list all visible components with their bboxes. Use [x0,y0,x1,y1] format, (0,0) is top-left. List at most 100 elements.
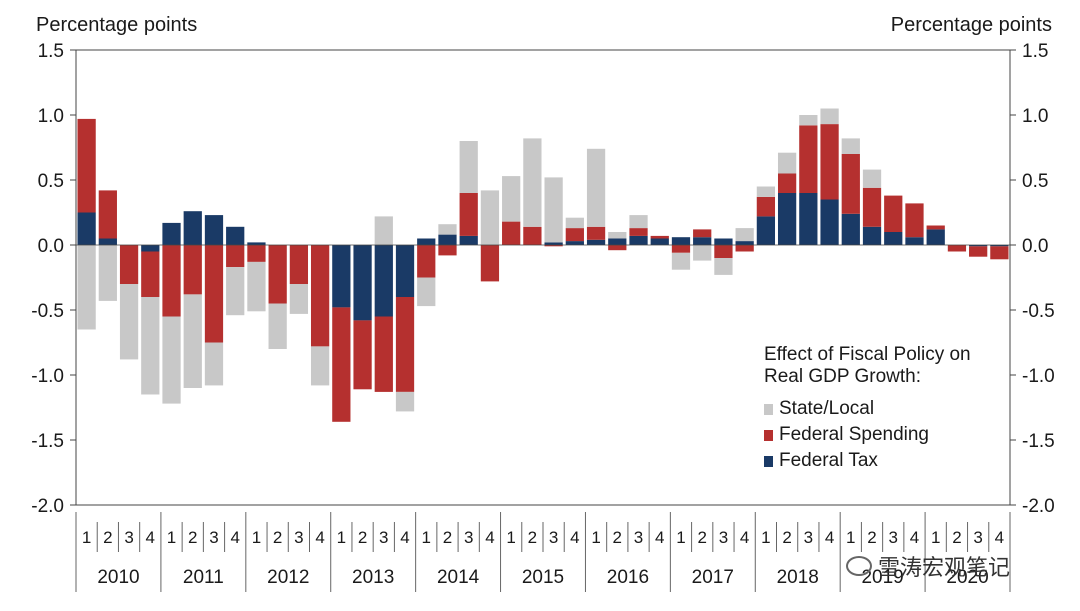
quarter-label: 2 [867,528,876,547]
bar-federal-tax [247,242,266,245]
bar-state-local [671,252,691,270]
bar-federal-tax [841,213,860,245]
quarter-label: 3 [124,528,133,547]
bar-state-local [523,138,542,227]
bar-federal-spending [374,316,393,392]
quarter-label: 4 [825,528,834,547]
bar-state-local [247,261,266,312]
bar-state-local [98,245,117,301]
bar-state-local [480,190,500,245]
quarter-label: 2 [528,528,537,547]
plot-frame [75,49,1011,506]
quarter-label: 4 [230,528,239,547]
quarter-label: 3 [549,528,558,547]
bar-federal-spending [395,297,415,392]
y-tick-label-left: -1.0 [31,366,64,387]
bar-state-local [756,186,776,197]
bar-state-local [226,267,245,316]
bar-federal-spending [226,245,245,268]
quarter-label: 1 [676,528,685,547]
quarter-label: 1 [82,528,91,547]
bar-federal-spending [820,124,839,200]
quarter-label: 1 [337,528,346,547]
quarter-label: 2 [273,528,282,547]
bar-federal-tax [395,245,415,297]
quarter-label: 4 [400,528,409,547]
bar-federal-spending [671,245,691,253]
bar-federal-tax [459,235,478,245]
bar-federal-tax [777,193,797,245]
quarter-label: 3 [973,528,982,547]
bar-federal-spending [841,154,860,214]
year-label: 2012 [267,567,309,588]
quarter-label: 3 [209,528,218,547]
bar-federal-spending [714,245,733,258]
bar-state-local [268,303,287,349]
bar-federal-tax [884,232,903,245]
bar-state-local [608,232,627,239]
bar-federal-spending [544,245,563,247]
bar-federal-spending [905,203,924,238]
year-label: 2010 [97,567,139,588]
bar-federal-spending [77,118,96,213]
quarter-label: 2 [188,528,197,547]
bar-state-local [735,228,754,242]
quarter-label: 1 [591,528,600,547]
y-tick-label-left: 1.0 [38,106,64,127]
quarter-label: 3 [804,528,813,547]
y-tick-label-right: -2.0 [1022,496,1055,517]
bar-federal-tax [183,211,202,245]
bar-federal-tax [693,237,712,245]
legend-heading: Effect of Fiscal Policy on Real GDP Grow… [764,344,971,388]
bar-federal-tax [417,238,436,245]
bar-federal-spending [459,193,478,236]
watermark-text: 雪涛宏观笔记 [878,555,1011,580]
bar-federal-spending [183,245,202,295]
quarter-label: 1 [252,528,261,547]
bar-federal-spending [608,245,627,251]
bar-state-local [820,108,839,125]
year-label: 2017 [692,567,734,588]
year-label: 2013 [352,567,394,588]
quarter-label: 1 [761,528,770,547]
bar-federal-tax [141,245,160,252]
bar-federal-tax [565,241,584,245]
bar-state-local [565,217,584,229]
bar-federal-tax [226,226,245,245]
bar-federal-spending [141,251,160,297]
bar-state-local [862,169,882,188]
bar-state-local [204,342,224,386]
bar-federal-tax [862,226,882,245]
left-axis-title: Percentage points [36,14,198,36]
bar-federal-tax [671,237,691,245]
bar-federal-spending [289,245,309,284]
y-tick-label-left: -1.5 [31,431,64,452]
bar-state-local [417,277,436,307]
bar-federal-tax [586,239,606,245]
bar-federal-spending [204,245,224,343]
legend-label-federal-tax: Federal Tax [779,450,878,471]
bar-federal-tax [990,245,1009,247]
bar-federal-tax [969,245,988,247]
y-tick-label-left: -2.0 [31,496,64,517]
bar-federal-tax [77,212,96,245]
year-label: 2016 [607,567,649,588]
y-tick-label-left: -0.5 [31,301,64,322]
bar-federal-spending [926,225,945,230]
legend-swatch-federal-tax [764,455,773,467]
quarter-label: 2 [782,528,791,547]
y-tick-label-right: -1.0 [1022,366,1055,387]
legend-swatch-state-local [764,403,773,415]
y-tick-label-left: 1.5 [38,41,64,62]
bar-state-local [310,346,330,386]
bar-federal-spending [735,245,754,252]
bar-federal-spending [799,125,818,193]
y-tick-label-right: 1.0 [1022,106,1048,127]
bar-federal-spending [650,235,669,239]
right-axis-title: Percentage points [890,14,1052,36]
quarter-label: 3 [294,528,303,547]
bar-federal-tax [756,216,776,245]
quarter-label: 3 [719,528,728,547]
bar-federal-spending [119,245,139,284]
